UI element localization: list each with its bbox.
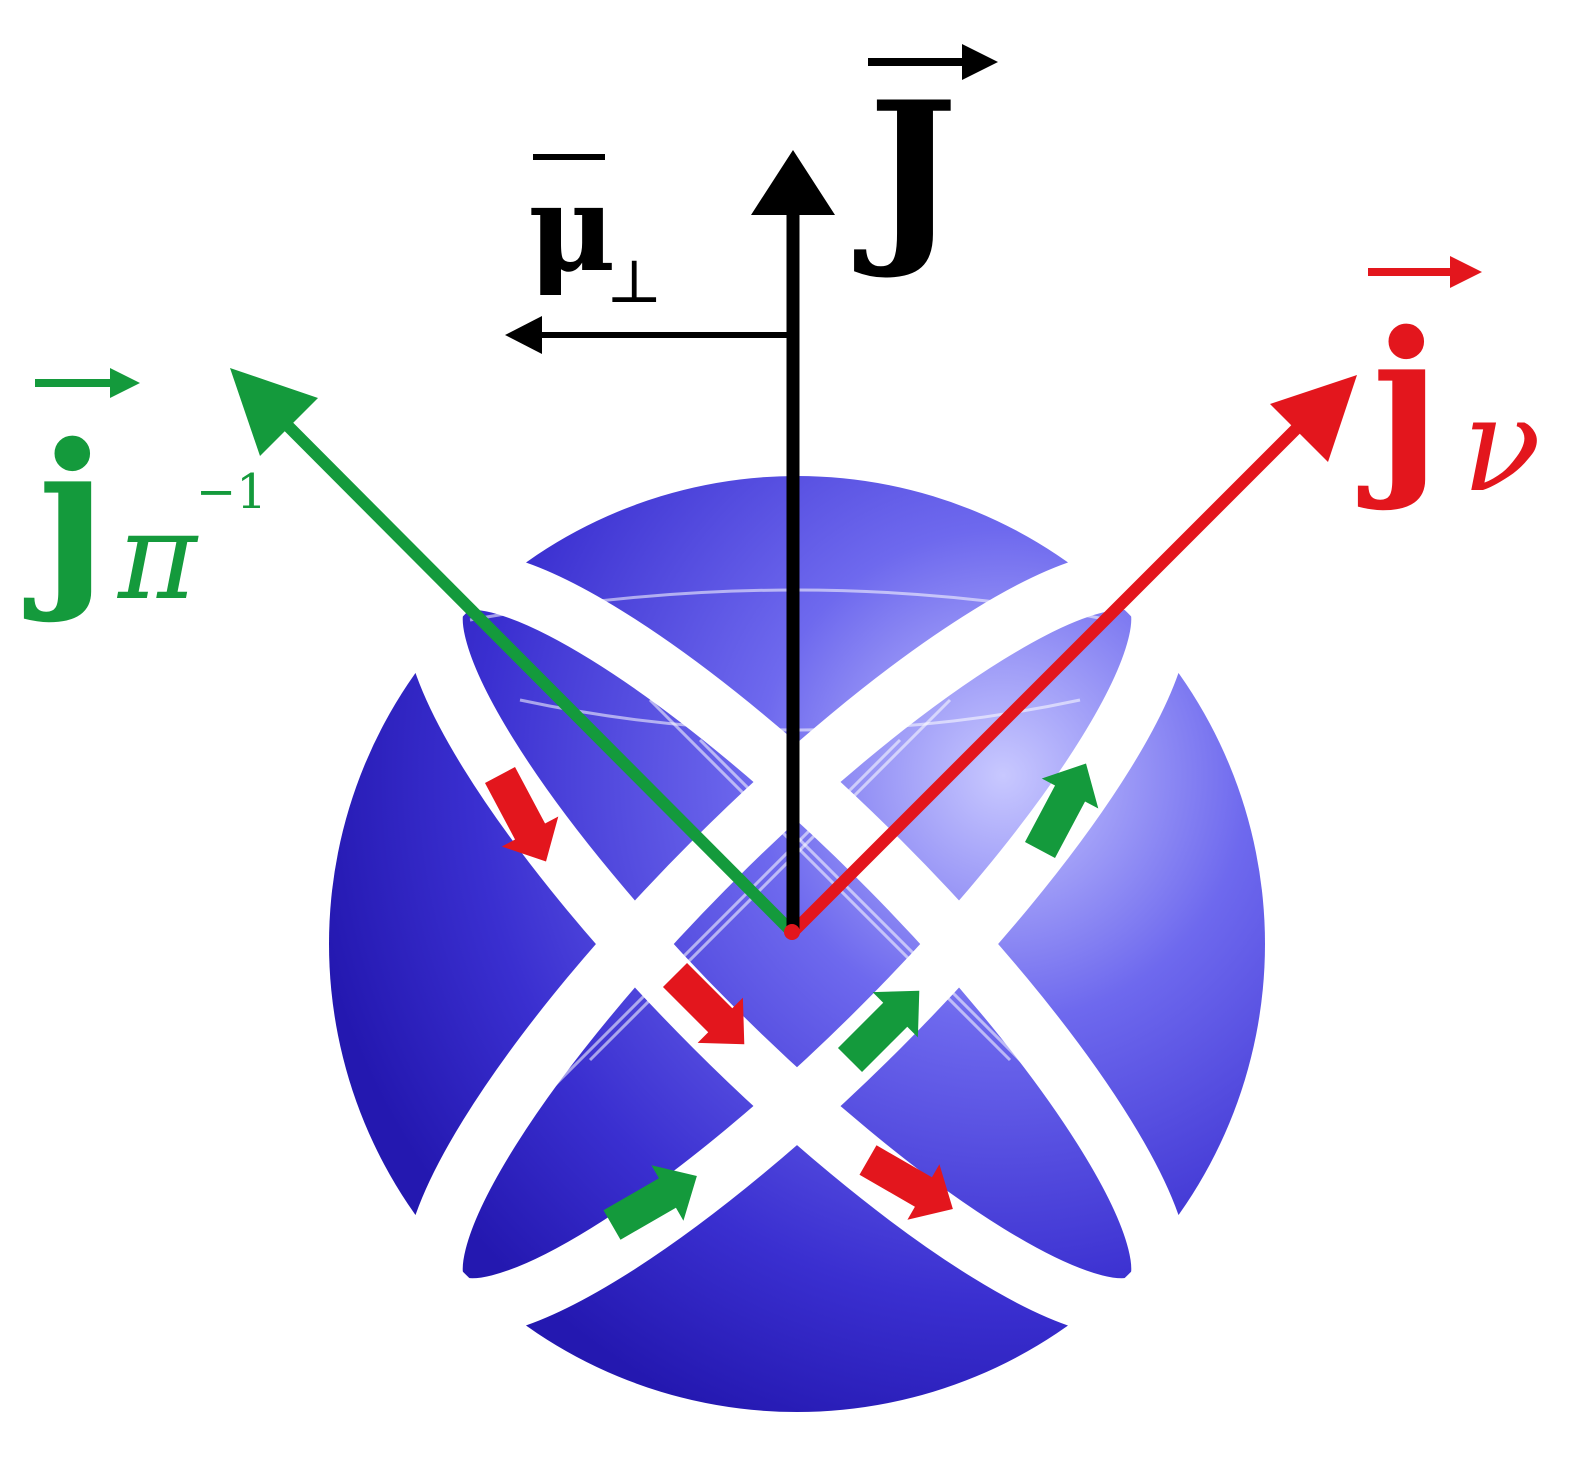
- proton-hole-vector: [230, 368, 795, 935]
- neutron-vector: [785, 375, 1357, 940]
- label-J-text: J: [854, 60, 958, 283]
- proton-hole-current-arrows: [603, 763, 1099, 1240]
- label-j-pi-superscript: −1: [196, 464, 267, 520]
- neutron-current-arrows: [484, 767, 953, 1220]
- label-J: J: [854, 44, 998, 283]
- label-j-nu-subscript: ν: [1462, 369, 1541, 521]
- total-angular-momentum-vector: [751, 150, 835, 935]
- magnetic-moment-vector: [505, 316, 793, 354]
- origin-point: [784, 924, 800, 940]
- label-mu-text: μ: [528, 158, 616, 299]
- label-j-pi: j π −1: [23, 368, 267, 627]
- label-j-nu: j ν: [1357, 256, 1541, 521]
- neutron-current-arrow: [484, 767, 559, 862]
- label-mu: μ ⊥: [528, 154, 662, 317]
- proton-hole-current-arrow: [1024, 763, 1099, 858]
- neutron-current-arrow: [859, 1145, 953, 1220]
- label-j-nu-text: j: [1357, 290, 1441, 513]
- label-j-pi-subscript: π: [116, 488, 199, 627]
- label-mu-subscript: ⊥: [606, 247, 662, 317]
- proton-hole-current-arrow: [603, 1165, 697, 1240]
- neutron-current-arrow: [662, 962, 745, 1045]
- label-j-pi-text: j: [23, 402, 107, 625]
- proton-hole-current-arrow: [837, 990, 920, 1073]
